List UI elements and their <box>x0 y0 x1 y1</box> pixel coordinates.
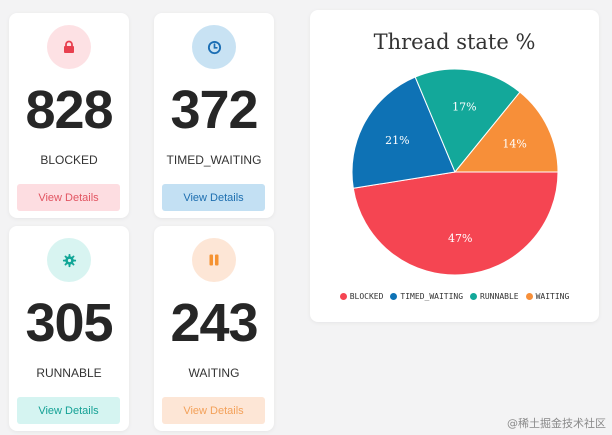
blocked-count: 828 <box>25 80 113 140</box>
waiting-view-details-button[interactable]: View Details <box>162 397 265 424</box>
timed-waiting-view-details-button[interactable]: View Details <box>162 184 265 211</box>
thread-state-pie-chart: 47% 21% 17% 14% <box>351 68 559 276</box>
legend-label-waiting: WAITING <box>535 292 570 301</box>
legend-swatch-blocked <box>339 293 347 300</box>
blocked-card: 828 BLOCKED View Details <box>9 13 129 218</box>
blocked-icon-circle <box>47 25 91 69</box>
waiting-card: 243 WAITING View Details <box>154 226 274 431</box>
timed-waiting-count: 372 <box>170 80 258 140</box>
legend-swatch-timed-waiting <box>390 293 398 300</box>
pie-label-timed-waiting: 21% <box>385 134 409 147</box>
legend-label-timed-waiting: TIMED_WAITING <box>400 292 464 301</box>
pie-slice-runnable[interactable] <box>414 68 521 173</box>
runnable-icon-circle <box>47 238 91 282</box>
lock-icon <box>64 40 74 53</box>
pie-label-waiting: 14% <box>502 138 526 151</box>
clock-icon <box>207 40 221 54</box>
runnable-card: 305 RUNNABLE View Details <box>9 226 129 431</box>
legend-item-blocked[interactable]: BLOCKED <box>339 292 384 301</box>
blocked-view-details-button[interactable]: View Details <box>17 184 120 211</box>
legend-item-waiting[interactable]: WAITING <box>525 292 570 301</box>
pause-icon <box>209 254 219 266</box>
chart-legend: BLOCKED TIMED_WAITING RUNNABLE WAITING <box>310 292 599 301</box>
runnable-count: 305 <box>25 293 113 353</box>
legend-swatch-runnable <box>470 293 478 300</box>
gear-icon <box>62 253 76 267</box>
thread-state-chart-card: Thread state % 47% 21% 17% 14% BLOCKED TIME… <box>310 10 599 322</box>
timed-waiting-card: 372 TIMED_WAITING View Details <box>154 13 274 218</box>
chart-title: Thread state % <box>373 30 536 54</box>
legend-label-blocked: BLOCKED <box>349 292 384 301</box>
timed-waiting-icon-circle <box>192 25 236 69</box>
blocked-label: BLOCKED <box>40 153 98 167</box>
legend-swatch-waiting <box>525 293 533 300</box>
waiting-count: 243 <box>170 293 258 353</box>
legend-item-timed-waiting[interactable]: TIMED_WAITING <box>390 292 463 301</box>
pie-label-blocked: 47% <box>448 232 472 245</box>
runnable-label: RUNNABLE <box>36 366 102 380</box>
runnable-view-details-button[interactable]: View Details <box>17 397 120 424</box>
timed-waiting-label: TIMED_WAITING <box>166 153 262 167</box>
waiting-icon-circle <box>192 238 236 282</box>
legend-label-runnable: RUNNABLE <box>480 292 519 301</box>
pie-slice-timed-waiting[interactable] <box>351 76 456 189</box>
pie-label-runnable: 17% <box>452 101 476 114</box>
watermark: @稀土掘金技术社区 <box>507 417 606 430</box>
pie-slice-waiting[interactable] <box>453 91 559 173</box>
waiting-label: WAITING <box>188 366 240 380</box>
pie-slice-blocked[interactable] <box>352 171 559 276</box>
legend-item-runnable[interactable]: RUNNABLE <box>470 292 519 301</box>
